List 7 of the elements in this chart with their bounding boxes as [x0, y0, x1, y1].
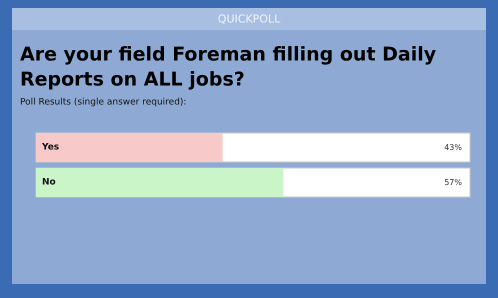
data-label: 43% [444, 143, 462, 152]
text: Poll Results (single answer required): [20, 98, 186, 108]
chart-title: QUICKPOLL [218, 12, 282, 26]
y-tick-label: No [42, 178, 56, 188]
chart-subtitle: Are your field Foreman filling out Daily Reports on ALL jobs? [20, 44, 437, 90]
data-label: 57% [444, 178, 462, 187]
y-tick-label: Yes [41, 142, 60, 152]
